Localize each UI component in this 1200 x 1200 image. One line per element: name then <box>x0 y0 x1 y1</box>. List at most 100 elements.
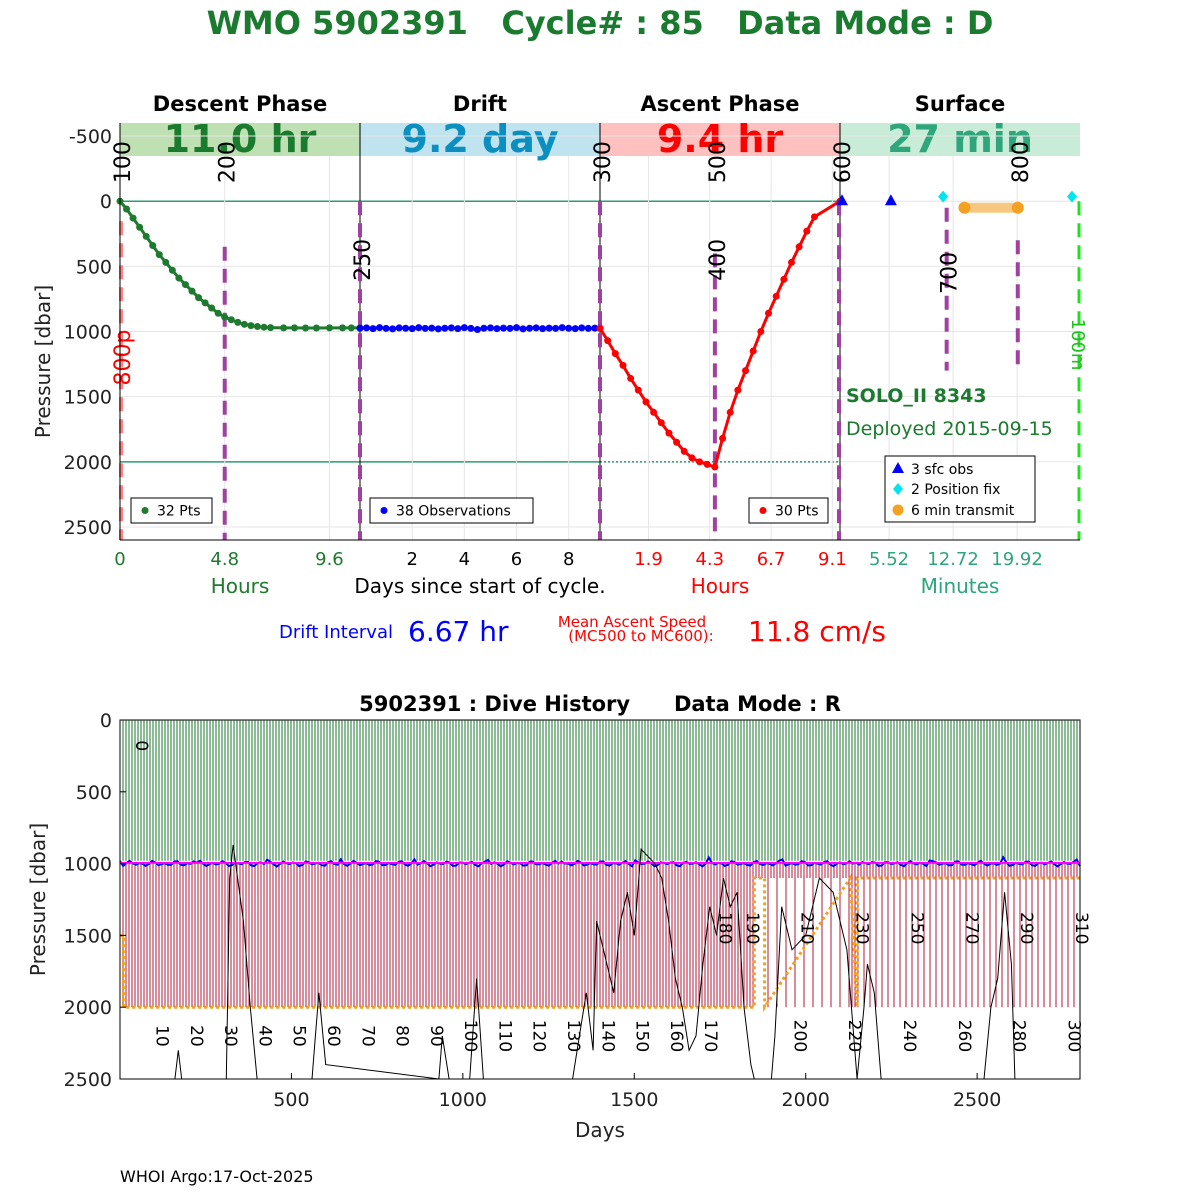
ascent-point <box>665 429 673 437</box>
ascent-point <box>810 213 818 221</box>
y-axis-label: Pressure [dbar] <box>31 285 55 438</box>
drift-point <box>363 324 371 332</box>
ascent-point <box>734 386 742 394</box>
phase-duration: 27 min <box>887 117 1033 161</box>
ascent-point <box>726 408 734 416</box>
descent-point <box>221 313 229 321</box>
cycle-label: 140 <box>597 1020 617 1052</box>
descent-point <box>168 266 176 274</box>
cycle-label: 170 <box>700 1020 720 1052</box>
descent-point <box>240 320 248 328</box>
x-tick-label: 9.6 <box>315 549 344 570</box>
mission-code-label: 200 <box>216 141 241 183</box>
x-tick-label: 1000 <box>439 1089 487 1111</box>
y-tick-label: 0 <box>100 710 112 732</box>
cycle-label: 230 <box>852 912 872 944</box>
ascent-point <box>673 438 681 446</box>
ascent-legend-text: 30 Pts <box>775 504 819 520</box>
phase-band-0 <box>120 123 360 156</box>
ascent-point <box>657 419 665 427</box>
x-tick-label: 2000 <box>782 1089 830 1111</box>
drift-point <box>506 324 514 332</box>
cycle-label: 120 <box>529 1020 549 1052</box>
cycle-label: 40 <box>254 1025 274 1047</box>
ascent-point <box>749 347 757 355</box>
mission-code-label: 500 <box>706 141 731 183</box>
y-tick-label: 2000 <box>64 452 112 474</box>
drift-point <box>415 324 423 332</box>
ascent-point <box>619 361 627 369</box>
drift-point <box>408 325 416 333</box>
cycle-label: 130 <box>563 1020 583 1052</box>
y-tick-label: 1500 <box>64 925 112 947</box>
drift-point <box>382 324 390 332</box>
descent-point <box>195 294 203 302</box>
cycle-label: 290 <box>1016 912 1036 944</box>
ascent-speed-label-2: (MC500 to MC600): <box>568 627 713 645</box>
descent-point <box>325 324 333 332</box>
x-axis-label: Hours <box>691 574 750 598</box>
x-axis-label: Hours <box>211 574 270 598</box>
ascent-point <box>596 324 604 332</box>
ascent-speed-value: 11.8 cm/s <box>748 615 886 648</box>
surface-obs-marker <box>836 194 848 206</box>
mission-code-label: 250 <box>351 239 376 281</box>
cycle-label: 180 <box>714 912 734 944</box>
ascent-point <box>627 374 635 382</box>
descent-legend-swatch <box>141 507 149 514</box>
drift-legend-text: 38 Observations <box>396 504 511 520</box>
cycle-label: 250 <box>906 912 926 944</box>
cycle-label: 90 <box>426 1025 446 1047</box>
x-tick-label: 1.9 <box>634 549 663 570</box>
drift-point <box>578 324 586 332</box>
drift-point <box>532 324 540 332</box>
surface-legend-text: 3 sfc obs <box>911 462 973 478</box>
drift-point <box>473 326 481 334</box>
x-tick-label: 2500 <box>953 1089 1001 1111</box>
drift-point <box>565 324 573 332</box>
cycle-label: 190 <box>742 912 762 944</box>
y-tick-label: 1500 <box>64 387 112 409</box>
descent-point <box>253 323 261 331</box>
descent-point <box>339 324 347 332</box>
drift-point <box>584 324 592 332</box>
dive-history-chart: 5902391 : Dive History Data Mode : R 0 10 2… <box>26 692 1091 1142</box>
descent-point <box>123 205 131 213</box>
descent-point <box>267 324 275 332</box>
cycle-label: 20 <box>186 1025 206 1047</box>
drift-point <box>395 324 403 332</box>
ascent-point <box>650 408 658 416</box>
drift-point <box>428 324 436 332</box>
drift-point <box>480 324 488 332</box>
y-tick-label: 500 <box>76 782 112 804</box>
descent-point <box>280 324 288 332</box>
drift-point <box>421 324 429 332</box>
drift-point <box>389 325 397 333</box>
position-fix-marker <box>938 190 949 203</box>
descent-point <box>142 232 150 240</box>
ascent-point <box>634 386 642 394</box>
mission-code-label: 100 <box>111 141 136 183</box>
cycle-label: 210 <box>797 912 817 944</box>
ascent-speed-label-1: Mean Ascent Speed <box>558 613 706 631</box>
x-tick-label: 6.7 <box>757 549 786 570</box>
cycle-label: 300 <box>1064 1020 1084 1052</box>
transmit-end <box>1011 201 1024 214</box>
ascent-point <box>765 309 773 317</box>
x-axis-label: Minutes <box>921 574 1000 598</box>
y-tick-label: 2500 <box>64 1069 112 1091</box>
drift-point <box>447 324 455 332</box>
x-tick-label: 0 <box>114 549 125 570</box>
position-fix-marker <box>1067 190 1077 203</box>
mission-code-label: 300 <box>591 141 616 183</box>
drift-point <box>526 324 534 332</box>
descent-point <box>291 324 299 332</box>
ascent-point <box>688 454 696 462</box>
drift-legend-box <box>369 497 534 524</box>
phase-band-1 <box>360 123 600 156</box>
drift-point <box>513 324 521 332</box>
descent-point <box>234 318 242 326</box>
drift-point <box>519 325 527 333</box>
drift-point <box>591 324 599 332</box>
